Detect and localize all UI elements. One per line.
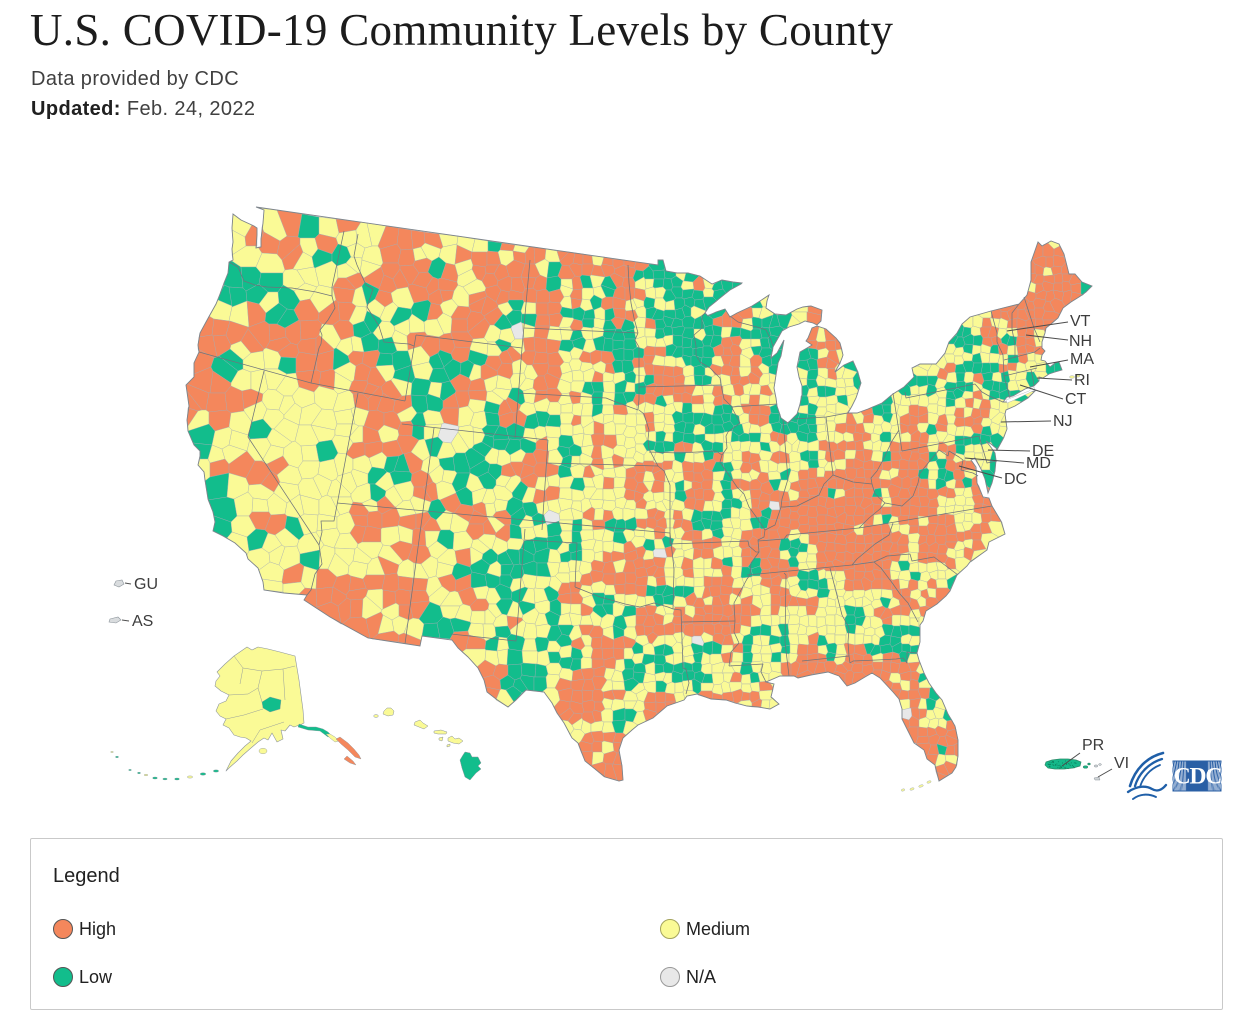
svg-text:NJ: NJ [1053, 413, 1073, 430]
svg-text:CT: CT [1065, 391, 1087, 408]
svg-text:PR: PR [1082, 737, 1104, 754]
svg-text:VI: VI [1114, 755, 1129, 772]
svg-text:NH: NH [1069, 333, 1092, 350]
svg-text:AS: AS [132, 613, 153, 630]
svg-text:MA: MA [1070, 351, 1094, 368]
svg-text:RI: RI [1074, 372, 1090, 389]
svg-text:GU: GU [134, 576, 158, 593]
svg-text:VT: VT [1070, 313, 1091, 330]
svg-text:DC: DC [1004, 471, 1027, 488]
svg-text:MD: MD [1026, 455, 1051, 472]
svg-text:DE: DE [1032, 443, 1054, 460]
svg-text:CDC: CDC [1174, 764, 1222, 790]
